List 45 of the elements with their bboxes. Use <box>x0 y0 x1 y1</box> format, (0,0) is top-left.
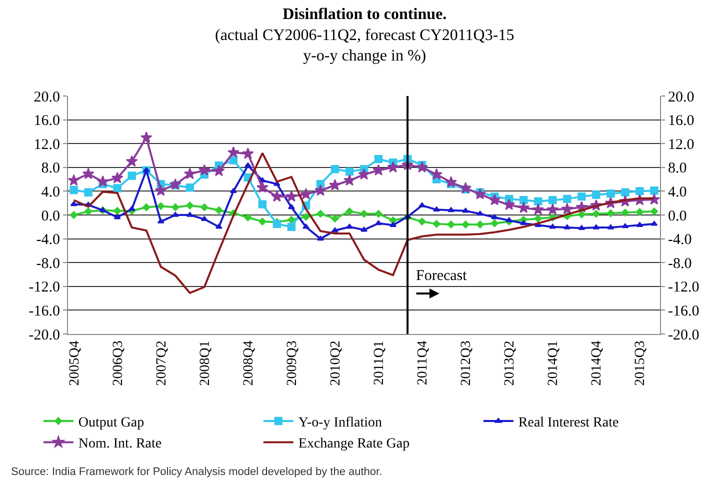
legend-label: Exchange Rate Gap <box>298 436 410 452</box>
x-tick-label: 2012Q3 <box>459 340 474 386</box>
y2-tick-label: -20.0 <box>668 327 700 344</box>
x-tick-label: 2010Q2 <box>328 340 344 386</box>
x-tick-label: 2009Q3 <box>285 340 300 386</box>
y2-tick-label: -16.0 <box>668 303 700 320</box>
chart-subtitle: (actual CY2006-11Q2, forecast CY2011Q3-15 y-o-y change in %) <box>215 26 514 65</box>
legend-label: Real Interest Rate <box>518 415 619 430</box>
x-tick-label: 2011Q4 <box>416 340 431 386</box>
y2-tick-label: 12.0 <box>668 136 694 153</box>
y-tick-label: 20.0 <box>34 89 60 106</box>
y-tick-label: 8.0 <box>41 160 60 177</box>
x-tick-label: 2007Q2 <box>154 340 170 386</box>
source-note: Source: India Framework for Policy Analysis model developed by the author. <box>11 466 382 478</box>
x-tick-label: 2011Q1 <box>372 340 388 386</box>
x-tick-label: 2014Q1 <box>546 340 562 386</box>
legend-label: Y-o-y Inflation <box>298 415 382 430</box>
x-tick-label: 2013Q2 <box>502 340 518 386</box>
x-tick-label: 2006Q3 <box>110 340 126 386</box>
y2-tick-label: 4.0 <box>668 184 687 200</box>
legend-label: Nom. Int. Rate <box>78 436 162 452</box>
y2-tick-label: -4.0 <box>668 232 692 248</box>
y2-tick-label: 16.0 <box>668 113 694 130</box>
legend-label: Output Gap <box>78 415 144 430</box>
chart-title: Disinflation to continue. <box>282 6 447 23</box>
y2-tick-label: 20.0 <box>668 89 694 106</box>
y2-tick-label: 8.0 <box>668 160 687 177</box>
y2-tick-label: -8.0 <box>668 256 692 272</box>
x-tick-label: 2014Q4 <box>590 340 605 386</box>
y2-tick-label: -12.0 <box>668 280 700 296</box>
y-tick-label: -4.0 <box>36 232 60 248</box>
y-tick-label: 4.0 <box>41 184 60 200</box>
x-tick-label: 2008Q1 <box>198 340 213 386</box>
y-tick-label: -16.0 <box>28 303 60 320</box>
y2-tick-label: 0.0 <box>668 208 687 224</box>
x-tick-label: 2005Q4 <box>67 340 82 386</box>
y-tick-label: 0.0 <box>41 208 60 224</box>
y-tick-label: 12.0 <box>34 136 60 153</box>
y-tick-label: -20.0 <box>28 327 60 344</box>
y-tick-label: -12.0 <box>28 280 60 296</box>
x-tick-label: 2015Q3 <box>633 340 648 386</box>
annotation: Forecast <box>416 268 468 284</box>
y-tick-label: -8.0 <box>36 256 60 272</box>
y-tick-label: 16.0 <box>34 113 60 130</box>
x-tick-label: 2008Q4 <box>241 340 256 386</box>
